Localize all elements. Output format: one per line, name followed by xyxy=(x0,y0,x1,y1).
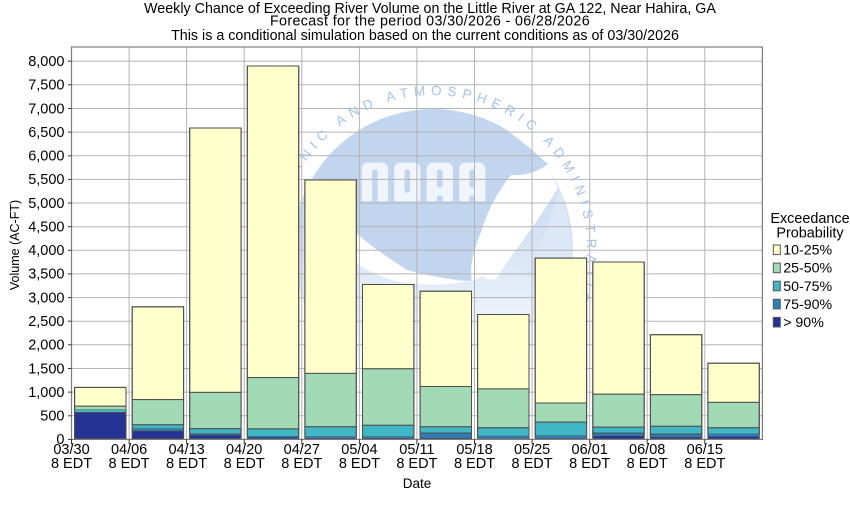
svg-text:8 EDT: 8 EDT xyxy=(109,456,150,472)
svg-text:2,000: 2,000 xyxy=(28,338,64,354)
svg-text:Forecast for the period 03/30/: Forecast for the period 03/30/2026 - 06/… xyxy=(270,13,590,29)
svg-text:5,500: 5,500 xyxy=(28,172,64,188)
svg-text:04/13: 04/13 xyxy=(168,442,204,458)
svg-text:05/18: 05/18 xyxy=(456,442,492,458)
svg-text:2,500: 2,500 xyxy=(28,314,64,330)
svg-text:8 EDT: 8 EDT xyxy=(454,456,495,472)
svg-text:8 EDT: 8 EDT xyxy=(339,456,380,472)
svg-text:7,500: 7,500 xyxy=(28,78,64,94)
svg-text:8 EDT: 8 EDT xyxy=(51,456,92,472)
svg-text:8 EDT: 8 EDT xyxy=(569,456,610,472)
svg-text:0: 0 xyxy=(56,432,64,448)
svg-text:500: 500 xyxy=(40,409,64,425)
svg-text:06/15: 06/15 xyxy=(687,442,723,458)
svg-text:06/01: 06/01 xyxy=(572,442,608,458)
svg-text:3,500: 3,500 xyxy=(28,267,64,283)
svg-text:3,000: 3,000 xyxy=(28,290,64,306)
svg-text:04/20: 04/20 xyxy=(226,442,262,458)
svg-text:8 EDT: 8 EDT xyxy=(281,456,322,472)
svg-text:8 EDT: 8 EDT xyxy=(396,456,437,472)
svg-text:75-90%: 75-90% xyxy=(783,297,832,313)
svg-text:06/08: 06/08 xyxy=(629,442,665,458)
svg-text:8 EDT: 8 EDT xyxy=(512,456,553,472)
svg-text:10-25%: 10-25% xyxy=(783,243,832,259)
svg-text:8 EDT: 8 EDT xyxy=(627,456,668,472)
svg-text:03/30: 03/30 xyxy=(53,442,89,458)
svg-text:Exceedance: Exceedance xyxy=(770,211,849,227)
svg-text:4,500: 4,500 xyxy=(28,220,64,236)
svg-text:05/25: 05/25 xyxy=(514,442,550,458)
svg-text:6,500: 6,500 xyxy=(28,125,64,141)
svg-text:Volume (AC-FT): Volume (AC-FT) xyxy=(8,200,22,290)
svg-text:25-50%: 25-50% xyxy=(783,261,832,277)
svg-text:6,000: 6,000 xyxy=(28,149,64,165)
svg-text:Probability: Probability xyxy=(776,225,844,241)
svg-text:1,000: 1,000 xyxy=(28,385,64,401)
svg-text:8 EDT: 8 EDT xyxy=(684,456,725,472)
svg-text:1,500: 1,500 xyxy=(28,361,64,377)
svg-text:7,000: 7,000 xyxy=(28,101,64,117)
svg-text:> 90%: > 90% xyxy=(783,315,824,331)
svg-text:05/04: 05/04 xyxy=(341,442,377,458)
svg-text:04/06: 04/06 xyxy=(111,442,147,458)
svg-text:50-75%: 50-75% xyxy=(783,279,832,295)
svg-text:05/11: 05/11 xyxy=(399,442,434,458)
svg-text:4,000: 4,000 xyxy=(28,243,64,259)
svg-text:Weekly Chance of Exceeding Riv: Weekly Chance of Exceeding River Volume … xyxy=(144,1,716,17)
svg-text:8 EDT: 8 EDT xyxy=(224,456,265,472)
svg-text:5,000: 5,000 xyxy=(28,196,64,212)
svg-text:This is a conditional simulati: This is a conditional simulation based o… xyxy=(171,28,679,44)
svg-text:Date: Date xyxy=(403,476,432,491)
svg-text:04/27: 04/27 xyxy=(284,442,320,458)
svg-text:8 EDT: 8 EDT xyxy=(166,456,207,472)
svg-text:8,000: 8,000 xyxy=(28,54,64,70)
